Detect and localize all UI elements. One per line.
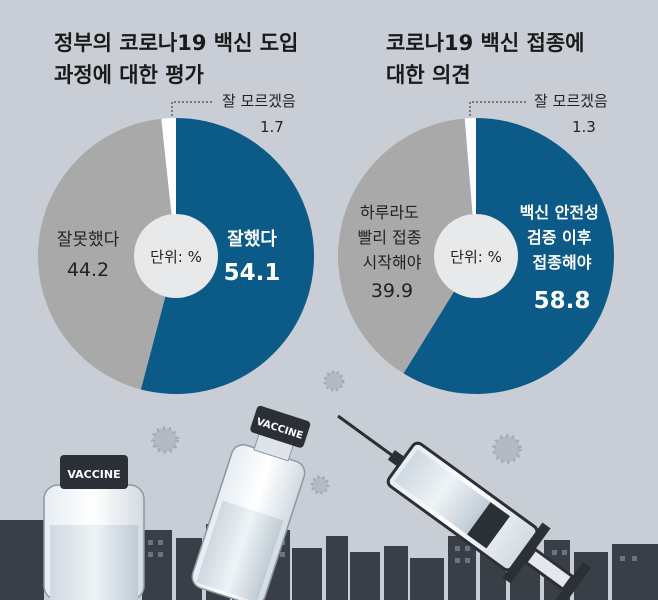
chart-2-title: 코로나19 백신 접종에 대한 의견 [386,31,592,87]
chart-2-slice-1-label: 백신 안전성 검증 이후 접종해야 [520,203,605,272]
vaccine-vial-left: VACCINE [43,455,145,600]
chart-1-center-hole [134,214,218,298]
virus-icon [151,426,179,454]
chart-1-leader-line [171,101,214,116]
chart-2-title-line-2: 대한 의견 [386,63,471,87]
chart-2-slice-3-label: 잘 모르겠음 [534,92,608,110]
chart-2-slice-1-label-line-2: 검증 이후 [527,228,592,247]
chart-2-slice-2-label-line-1: 하루라도 [360,203,419,222]
chart-1-slice-1 [140,118,314,394]
chart-2-slice-2-label-line-3: 시작해야 [363,253,422,272]
chart-1-title: 정부의 코로나19 백신 도입 과정에 대한 평가 [54,31,306,87]
chart-2-slice-2-label-line-2: 빨리 접종 [357,228,421,247]
chart-1-title-line-2: 과정에 대한 평가 [54,63,205,87]
syringe-icon [337,414,592,600]
chart-2-slice-2 [338,118,476,374]
chart-2-unit-label: 단위: % [450,248,502,266]
chart-2-leader-line [469,101,526,116]
chart-1-slice-2-value: 44.2 [67,259,109,281]
virus-icon [323,370,345,392]
chart-2-slice-1-value: 58.8 [534,288,591,314]
chart-1-slice-3-label: 잘 모르겠음 [222,92,296,110]
chart-2-center-hole [434,214,518,298]
virus-icon [492,434,522,464]
chart-1-slice-3-value: 1.7 [260,118,284,136]
chart-2-slice-3-value: 1.3 [572,118,596,136]
chart-1-unit-label: 단위: % [150,248,202,266]
chart-2-slice-1-label-line-1: 백신 안전성 [520,203,599,222]
chart-1-slice-1-value: 54.1 [224,260,281,286]
chart-2-slice-2-label: 하루라도 빨리 접종 시작해야 [357,203,426,272]
chart-1-slice-2 [37,118,176,390]
illustration: VACCINE VACCINE [0,370,658,600]
vaccine-vial-right: VACCINE [191,405,311,600]
chart-1: 정부의 코로나19 백신 도입 과정에 대한 평가 단위: % 잘 모르겠음 1… [37,31,314,394]
chart-2-title-line-1: 코로나19 백신 접종에 [386,31,584,55]
chart-2: 코로나19 백신 접종에 대한 의견 단위: % 잘 모르겠음 1.3 하루라도… [338,31,615,394]
vial-left-label: VACCINE [67,468,120,481]
chart-1-title-line-1: 정부의 코로나19 백신 도입 [54,31,298,55]
chart-2-slice-1-label-line-3: 접종해야 [533,253,592,272]
virus-icon [310,475,330,495]
chart-2-slice-2-value: 39.9 [371,280,413,302]
chart-1-slice-2-label: 잘못했다 [57,230,120,250]
chart-1-slice-1-label: 잘했다 [227,229,277,250]
